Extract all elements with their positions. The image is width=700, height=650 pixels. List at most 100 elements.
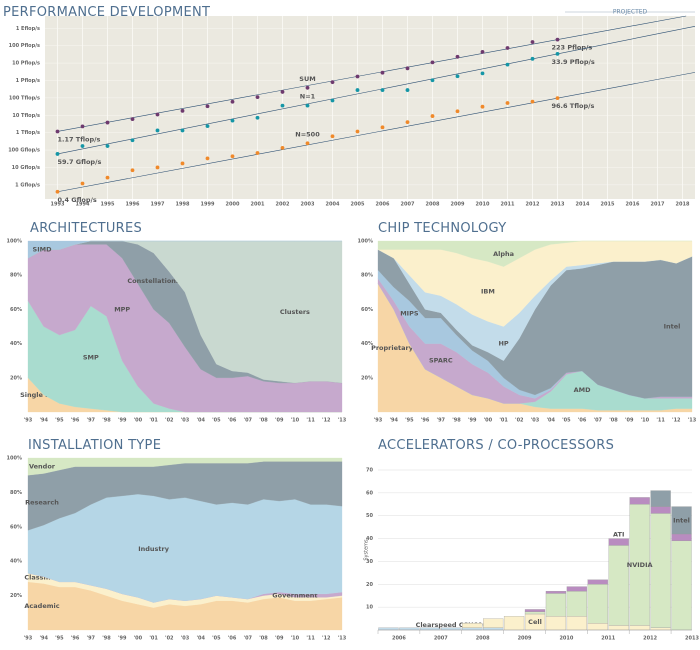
bar-segment <box>524 611 546 615</box>
data-point <box>405 66 410 71</box>
x-tick-label: 2013 <box>551 202 565 208</box>
data-point <box>80 181 85 186</box>
data-point <box>380 88 385 92</box>
data-point <box>530 56 535 61</box>
x-tick-label: 1995 <box>101 202 115 208</box>
bar-segment <box>462 622 483 628</box>
data-point <box>180 161 185 166</box>
bar-segment <box>545 590 567 594</box>
start-label: 1.17 Tflop/s <box>58 135 101 143</box>
series-label: Classified <box>24 574 60 582</box>
data-point <box>130 138 135 143</box>
x-tick-label: '96 <box>421 418 430 424</box>
start-label: 0.4 Gflop/s <box>58 196 97 204</box>
x-tick-label: 2009 <box>518 636 532 642</box>
y-tick-label: 10 Tflop/s <box>12 113 40 119</box>
x-tick-label: '96 <box>71 418 80 424</box>
x-tick-label: 2000 <box>226 202 240 208</box>
x-tick-label: 1997 <box>151 202 165 208</box>
x-tick-label: '07 <box>244 636 253 642</box>
bar-segment <box>503 616 525 631</box>
x-tick-label: 2012 <box>526 202 540 208</box>
bar-segment <box>608 538 629 546</box>
projected-label: PROJECTED <box>613 9 648 16</box>
bar-segment <box>587 622 608 631</box>
x-tick-label: '98 <box>102 418 111 424</box>
data-point <box>355 74 360 79</box>
chart-title: PERFORMANCE DEVELOPMENT <box>3 5 210 20</box>
end-label: 223 Pflop/s <box>552 44 593 52</box>
y-tick-label: 80% <box>361 273 373 279</box>
y-tick-label: 10 Pflop/s <box>12 61 40 67</box>
y-tick-label: 20 <box>366 582 373 588</box>
data-point <box>205 104 210 109</box>
data-point <box>380 125 385 130</box>
start-label: 59.7 Gflop/s <box>58 158 102 166</box>
y-tick-label: 60% <box>10 524 22 530</box>
bar-segment <box>608 625 629 631</box>
x-tick-label: '93 <box>24 636 33 642</box>
x-tick-label: '01 <box>149 418 158 424</box>
x-tick-label: '06 <box>228 636 237 642</box>
x-tick-label: '05 <box>212 418 221 424</box>
data-point <box>330 98 335 103</box>
series-label: ATI <box>613 531 624 539</box>
data-point <box>555 96 560 101</box>
y-tick-label: 50 <box>366 513 373 519</box>
x-tick-label: '97 <box>87 418 96 424</box>
data-point <box>505 62 510 67</box>
x-tick-label: '02 <box>515 418 524 424</box>
data-point <box>55 152 60 156</box>
series-label: Cell <box>528 618 542 626</box>
bar-segment <box>545 616 567 631</box>
x-tick-label: '08 <box>259 418 268 424</box>
series-label: IBM <box>481 287 495 295</box>
data-point <box>155 112 160 117</box>
x-tick-label: '94 <box>39 418 48 424</box>
x-tick-label: '09 <box>625 418 634 424</box>
bar-segment <box>587 584 608 624</box>
x-tick-label: '97 <box>87 636 96 642</box>
x-tick-label: 1993 <box>51 202 65 208</box>
area <box>27 240 342 259</box>
x-tick-label: '04 <box>196 636 205 642</box>
data-point <box>430 60 435 65</box>
x-tick-label: '99 <box>118 418 127 424</box>
x-tick-label: 1999 <box>201 202 215 208</box>
y-tick-label: 20% <box>361 375 373 381</box>
area <box>27 457 343 476</box>
x-tick-label: '11 <box>656 418 665 424</box>
x-tick-label: '05 <box>562 418 571 424</box>
x-tick-label: '11 <box>306 636 315 642</box>
x-tick-label: 2005 <box>351 202 365 208</box>
x-tick-label: '08 <box>259 636 268 642</box>
bar-segment <box>650 513 671 628</box>
data-point <box>255 115 260 120</box>
x-tick-label: '01 <box>149 636 158 642</box>
x-tick-label: '93 <box>374 418 383 424</box>
x-tick-label: 2013 <box>685 636 699 642</box>
y-tick-label: 40% <box>10 341 22 347</box>
y-tick-label: 60% <box>361 307 373 313</box>
data-point <box>280 90 285 94</box>
data-point <box>205 156 210 161</box>
x-tick-label: 2012 <box>643 636 657 642</box>
x-tick-label: 2008 <box>426 202 440 208</box>
x-tick-label: '93 <box>24 418 33 424</box>
x-tick-label: 2017 <box>651 202 665 208</box>
x-tick-label: '08 <box>609 418 618 424</box>
data-point <box>555 51 560 56</box>
data-point <box>530 99 535 104</box>
bar-segment <box>608 545 629 626</box>
x-tick-label: 2011 <box>501 202 515 208</box>
y-tick-label: 100 Pflop/s <box>9 43 40 49</box>
x-tick-label: 2014 <box>576 202 590 208</box>
y-axis-label: Systems <box>364 539 370 561</box>
x-tick-label: '98 <box>102 636 111 642</box>
x-tick-label: '95 <box>405 418 414 424</box>
series-label: Alpha <box>493 250 514 258</box>
x-tick-label: '03 <box>181 418 190 424</box>
bar-segment <box>650 627 671 631</box>
series-label: Intel <box>664 323 681 331</box>
bar-segment <box>671 533 692 542</box>
